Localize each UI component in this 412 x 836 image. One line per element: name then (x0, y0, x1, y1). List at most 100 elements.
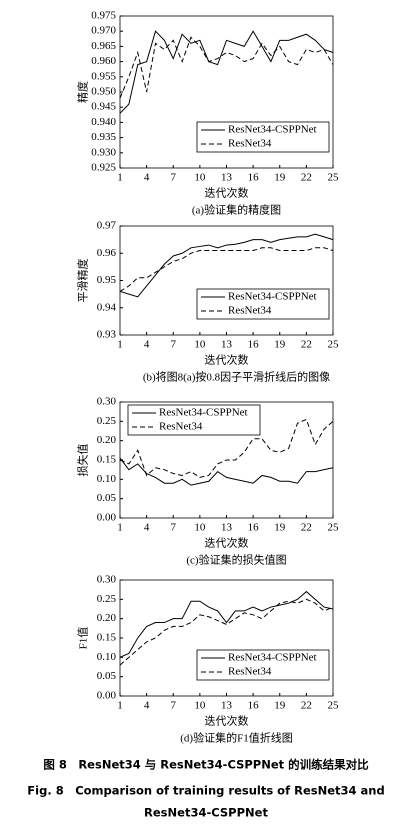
x-tick-label: 16 (248, 172, 260, 184)
y-tick-label: 0.15 (97, 632, 117, 644)
x-tick-label: 16 (248, 700, 260, 712)
x-tick-label: 10 (194, 522, 206, 534)
y-tick-label: 0.00 (97, 512, 117, 524)
subcaption: (d)验证集的F1值折线图 (180, 731, 292, 745)
x-axis-label: 迭代次数 (205, 186, 249, 200)
subcaption: (c)验证集的损失值图 (186, 553, 286, 567)
series-line (119, 36, 334, 99)
y-tick-label: 0.975 (91, 10, 116, 22)
series-line (119, 247, 334, 292)
x-tick-label: 7 (171, 172, 177, 184)
legend-label: ResNet34-CSPPNet (228, 124, 317, 136)
x-tick-label: 13 (221, 339, 233, 351)
x-tick-label: 1 (117, 522, 123, 534)
x-axis-label: 迭代次数 (205, 353, 249, 367)
x-tick-label: 19 (274, 339, 286, 351)
y-tick-label: 0.950 (91, 86, 116, 98)
y-tick-label: 0.05 (97, 670, 117, 682)
x-tick-label: 1 (117, 172, 123, 184)
x-tick-label: 25 (328, 522, 340, 534)
x-tick-label: 25 (328, 172, 340, 184)
series-line (119, 418, 334, 478)
x-tick-label: 13 (221, 522, 233, 534)
x-tick-label: 1 (117, 339, 123, 351)
x-tick-label: 4 (144, 700, 150, 712)
caption-zh: 图 8 ResNet34 与 ResNet34-CSPPNet 的训练结果对比 (43, 758, 369, 772)
legend-label: ResNet34-CSPPNet (228, 291, 317, 303)
series-line (119, 590, 334, 658)
caption-en: Fig. 8 Comparison of training results of… (27, 784, 384, 798)
x-tick-label: 10 (194, 172, 206, 184)
x-tick-label: 22 (301, 339, 312, 351)
y-tick-label: 0.935 (91, 131, 116, 143)
x-tick-label: 22 (301, 700, 312, 712)
series-line (119, 598, 334, 666)
y-axis-label: 精度 (76, 81, 90, 103)
x-tick-label: 7 (171, 339, 177, 351)
y-tick-label: 0.94 (97, 301, 117, 313)
legend-label: ResNet34 (159, 421, 203, 433)
subcaption: (b)将图8(a)按0.8因子平滑折线后的图像 (143, 370, 330, 384)
x-tick-label: 22 (301, 172, 312, 184)
y-tick-label: 0.960 (91, 55, 116, 67)
x-tick-label: 16 (248, 339, 260, 351)
y-tick-label: 0.940 (91, 116, 116, 128)
legend-box (127, 404, 261, 436)
x-tick-label: 7 (171, 700, 177, 712)
y-tick-label: 0.970 (91, 25, 116, 37)
x-tick-label: 22 (301, 522, 312, 534)
x-tick-label: 19 (274, 700, 286, 712)
x-tick-label: 25 (328, 339, 340, 351)
legend-label: ResNet34 (228, 305, 272, 317)
x-tick-label: 19 (274, 522, 286, 534)
legend-label: ResNet34 (228, 138, 272, 150)
series-line (119, 233, 334, 298)
y-tick-label: 0.95 (97, 274, 117, 286)
x-axis-label: 迭代次数 (205, 536, 249, 550)
x-tick-label: 19 (274, 172, 286, 184)
x-tick-label: 10 (194, 339, 206, 351)
y-tick-label: 0.25 (97, 593, 117, 605)
x-tick-label: 7 (171, 522, 177, 534)
y-tick-label: 0.945 (91, 101, 116, 113)
y-tick-label: 0.30 (97, 574, 117, 586)
y-tick-label: 0.05 (97, 492, 117, 504)
x-tick-label: 13 (221, 172, 233, 184)
y-axis-label: 平滑精度 (76, 259, 90, 303)
y-tick-label: 0.25 (97, 415, 117, 427)
caption-en: ResNet34-CSPPNet (144, 806, 268, 820)
y-axis-label: 损失值 (76, 444, 90, 477)
y-tick-label: 0.10 (97, 651, 117, 663)
y-tick-label: 0.930 (91, 146, 116, 158)
legend-label: ResNet34-CSPPNet (159, 407, 248, 419)
x-tick-label: 10 (194, 700, 206, 712)
legend-box (196, 649, 330, 681)
y-axis-label: F1值 (77, 627, 90, 650)
x-tick-label: 4 (144, 339, 150, 351)
legend-box (196, 288, 330, 320)
y-tick-label: 0.15 (97, 454, 117, 466)
x-tick-label: 25 (328, 700, 340, 712)
y-tick-label: 0.96 (97, 247, 117, 259)
y-tick-label: 0.20 (97, 612, 117, 624)
y-tick-label: 0.97 (97, 220, 117, 232)
y-tick-label: 0.965 (91, 40, 116, 52)
y-tick-label: 0.955 (91, 70, 116, 82)
x-tick-label: 4 (144, 522, 150, 534)
legend-label: ResNet34-CSPPNet (228, 652, 317, 664)
series-line (119, 30, 334, 114)
legend-label: ResNet34 (228, 666, 272, 678)
x-tick-label: 16 (248, 522, 260, 534)
x-tick-label: 1 (117, 700, 123, 712)
y-tick-label: 0.93 (97, 329, 117, 341)
y-tick-label: 0.30 (97, 396, 117, 408)
y-tick-label: 0.20 (97, 434, 117, 446)
legend-box (196, 121, 330, 153)
x-axis-label: 迭代次数 (205, 714, 249, 728)
y-tick-label: 0.925 (91, 162, 116, 174)
series-line (119, 457, 334, 486)
y-tick-label: 0.00 (97, 690, 117, 702)
subcaption: (a)验证集的精度图 (192, 203, 281, 217)
